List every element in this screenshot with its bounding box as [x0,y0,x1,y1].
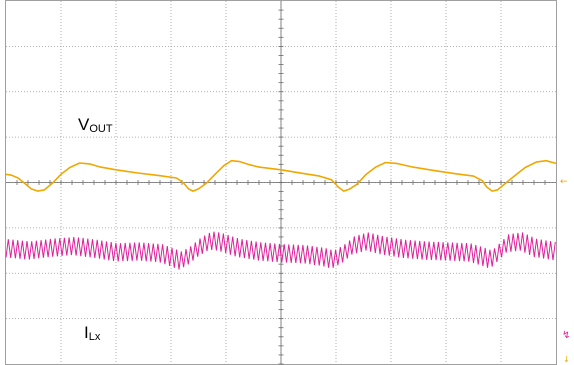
vout-trace [5,159,557,192]
channel-ref-marker: ↯ [562,330,570,341]
trigger-level-marker: ← [560,177,568,187]
ilx-trace [5,231,556,270]
vout-label: VOUT [78,115,113,135]
offset-marker: ↓ [563,355,570,364]
ilx-label: ILx [84,323,101,343]
center-axes [6,1,556,365]
